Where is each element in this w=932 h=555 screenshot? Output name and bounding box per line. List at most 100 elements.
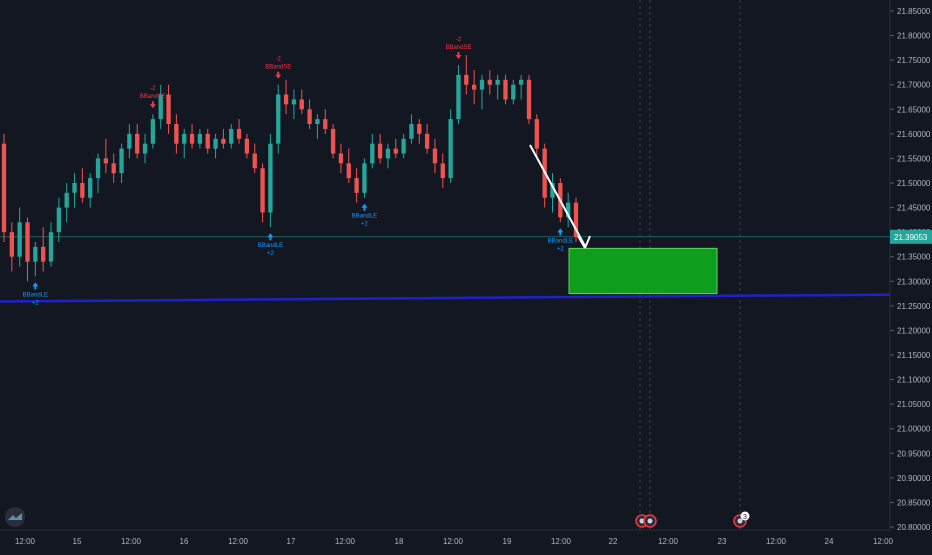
time-axis <box>0 530 932 550</box>
candle <box>393 138 398 159</box>
candle-body <box>362 163 367 193</box>
candle <box>229 124 234 149</box>
time-tick-label: 15 <box>73 537 82 546</box>
candle <box>88 173 93 208</box>
price-axis <box>890 0 932 550</box>
candle-body <box>299 99 304 110</box>
candle-body <box>33 246 38 262</box>
candle-body <box>111 163 116 174</box>
candle <box>511 79 516 105</box>
candle <box>307 99 312 129</box>
candle-body <box>252 153 257 169</box>
candle-body <box>323 119 328 129</box>
candle <box>534 114 539 159</box>
candle <box>362 158 367 198</box>
price-tick-label: 21.05000 <box>897 400 931 409</box>
signal-marker: BBandLE +2 <box>258 233 283 257</box>
candle <box>566 192 571 228</box>
signal-label: BBandLE <box>548 238 573 244</box>
candle <box>456 65 461 125</box>
candle-body <box>503 79 508 100</box>
candle <box>25 217 30 282</box>
candle <box>276 84 281 154</box>
candle-body <box>158 94 163 120</box>
trendline <box>0 293 891 303</box>
candle <box>315 114 320 139</box>
candle-body <box>401 138 406 154</box>
signal-marker: BBandSE -2 <box>140 86 166 109</box>
signal-label: BBandSE <box>265 65 291 71</box>
price-tick-label: 21.35000 <box>897 253 931 262</box>
candle-body <box>189 133 195 144</box>
tradingview-logo-icon[interactable] <box>5 507 25 527</box>
candle-body <box>80 183 85 198</box>
candle <box>260 163 265 223</box>
candle-body <box>95 158 101 179</box>
price-tick-label: 20.80000 <box>897 523 931 532</box>
signal-marker: BBandLE +2 <box>23 282 48 306</box>
candle <box>150 114 156 149</box>
candle-body <box>566 202 571 218</box>
plot-area <box>0 0 890 530</box>
candle-body <box>456 74 461 120</box>
candle <box>464 55 469 95</box>
price-tick-label: 21.65000 <box>897 105 931 114</box>
candle-body <box>315 119 320 125</box>
candle-body <box>268 143 273 213</box>
candle-body <box>330 128 336 154</box>
candle-body <box>440 163 445 179</box>
candle <box>495 74 500 100</box>
target-zone <box>568 247 718 295</box>
candle-body <box>417 124 422 134</box>
candle <box>448 109 453 183</box>
candle-body <box>244 138 250 154</box>
signal-label: BBandSE <box>445 45 471 51</box>
candle <box>182 128 187 159</box>
candle <box>41 227 46 272</box>
candle <box>111 153 116 183</box>
candle-body <box>385 148 391 159</box>
candle <box>487 69 492 95</box>
candle-body <box>573 202 579 238</box>
current-price-badge <box>890 229 932 244</box>
price-tick-label: 21.55000 <box>897 154 931 163</box>
candle-body <box>41 246 46 262</box>
signal-up-arrow-icon <box>267 233 274 241</box>
signal-qty: -2 <box>456 37 462 43</box>
time-tick-label: 12:00 <box>228 537 249 546</box>
candle-body <box>166 94 171 125</box>
candle-body <box>346 163 351 179</box>
price-tick-label: 20.95000 <box>897 449 931 458</box>
price-tick-label: 21.70000 <box>897 81 931 90</box>
candle-body <box>307 109 312 125</box>
candle-body <box>393 148 398 154</box>
candle <box>221 128 226 149</box>
candle-body <box>432 148 438 164</box>
price-tick-label: 21.80000 <box>897 32 931 41</box>
candle <box>338 143 344 174</box>
candle <box>1 133 7 242</box>
signal-marker: BBandSE -2 <box>265 57 291 79</box>
price-tick-label: 21.30000 <box>897 277 931 286</box>
signal-label: BBandLE <box>258 243 283 249</box>
candle-body <box>526 79 532 120</box>
candle <box>268 133 273 228</box>
time-tick-label: 17 <box>287 537 296 546</box>
candle <box>103 138 109 174</box>
candle <box>550 173 555 213</box>
price-tick-label: 21.75000 <box>897 56 931 65</box>
price-tick-label: 21.10000 <box>897 376 931 385</box>
event-badge-dot <box>639 518 645 524</box>
candle <box>213 133 218 159</box>
candle <box>205 128 210 154</box>
candle-body <box>213 138 218 149</box>
projection-arrow <box>529 144 586 247</box>
price-tick-label: 21.00000 <box>897 425 931 434</box>
candle-body <box>495 79 500 85</box>
candle <box>33 241 38 277</box>
candle <box>526 74 532 125</box>
candle <box>323 109 328 134</box>
candle-body <box>338 153 344 164</box>
